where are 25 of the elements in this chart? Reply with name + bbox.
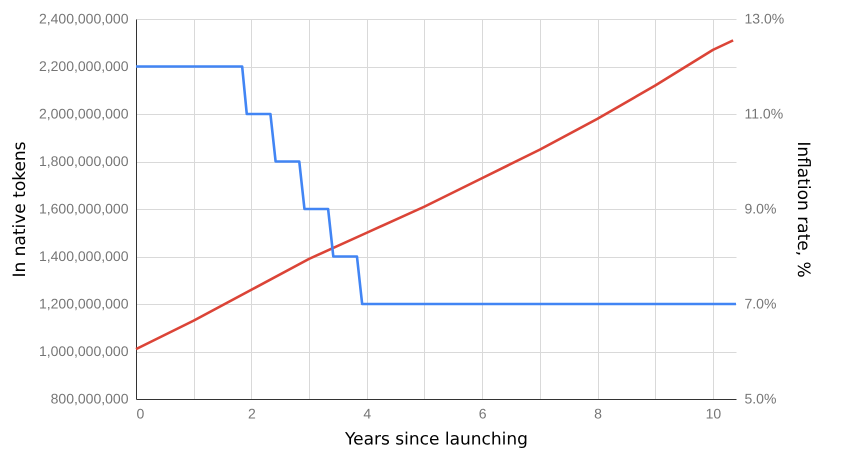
x-tick-label: 4 [363,406,372,422]
y-tick-label: 2,200,000,000 [38,58,129,74]
y-tick-label: 1,200,000,000 [38,296,129,312]
y-tick-label: 1,000,000,000 [38,343,129,359]
y2-tick-label: 9.0% [744,200,776,216]
y2-tick-label: 7.0% [744,296,776,312]
x-tick-label: 8 [594,406,602,422]
y-tick-label: 2,400,000,000 [38,10,129,26]
y-tick-label: 800,000,000 [50,390,129,406]
x-tick-label: 0 [136,406,144,422]
x-tick-label: 6 [478,406,487,422]
y-tick-label: 1,600,000,000 [38,200,129,216]
y2-tick-label: 11.0% [744,106,784,122]
y2-tick-label: 5.0% [744,390,776,406]
line-series [134,39,734,350]
y2-axis-title: Inflation rate, % [793,141,814,278]
x-tick-label: 2 [248,406,256,422]
x-tick-label: 10 [706,406,722,422]
line-series [134,65,738,306]
x-axis-title: Years since launching [344,430,528,450]
y-tick-label: 2,000,000,000 [38,106,129,122]
y-tick-label: 1,400,000,000 [38,248,129,264]
y2-tick-label: 13.0% [744,10,784,26]
y-tick-label: 1,800,000,000 [38,153,129,169]
y-axis-title: In native tokens [10,141,30,278]
